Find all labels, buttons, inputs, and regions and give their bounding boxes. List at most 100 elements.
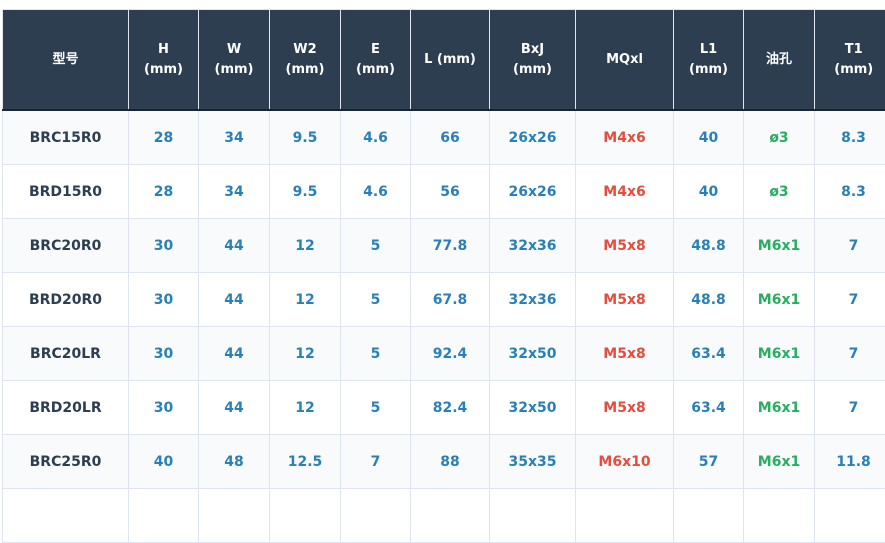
cell-bxj: 32x36 — [490, 219, 576, 273]
column-header-text: (mm) — [144, 62, 183, 77]
column-header-model: 型号 — [3, 10, 129, 111]
cell-l1: 63.4 — [674, 381, 744, 435]
column-header-text: L (mm) — [424, 52, 476, 67]
cell-w: 44 — [199, 219, 270, 273]
cell-l1: 40 — [674, 110, 744, 165]
cell-h: 28 — [129, 110, 199, 165]
cell-e: 5 — [341, 219, 411, 273]
cell-t1: 7 — [815, 327, 885, 381]
cell-e: 4.6 — [341, 165, 411, 219]
cell-e: 7 — [341, 435, 411, 489]
cell-l: 77.8 — [411, 219, 490, 273]
cell-t1: 8.3 — [815, 165, 885, 219]
cell-bxj — [490, 489, 576, 543]
cell-mqxl: M4x6 — [576, 165, 674, 219]
cell-h — [129, 489, 199, 543]
cell-bxj: 32x36 — [490, 273, 576, 327]
column-header-text: W — [227, 42, 241, 57]
cell-l1: 57 — [674, 435, 744, 489]
column-header-text: 型号 — [52, 52, 78, 67]
column-header-w: W (mm) — [199, 10, 270, 111]
cell-e: 4.6 — [341, 110, 411, 165]
cell-l — [411, 489, 490, 543]
cell-oil-hole: M6x1 — [744, 219, 815, 273]
cell-mqxl: M5x8 — [576, 381, 674, 435]
cell-l1 — [674, 489, 744, 543]
column-header-text: (mm) — [356, 62, 395, 77]
column-header-text: (mm) — [215, 62, 254, 77]
cell-bxj: 26x26 — [490, 110, 576, 165]
cell-t1: 11.8 — [815, 435, 885, 489]
cell-model — [3, 489, 129, 543]
cell-e — [341, 489, 411, 543]
cell-w2 — [270, 489, 341, 543]
cell-w: 44 — [199, 273, 270, 327]
cell-l1: 48.8 — [674, 219, 744, 273]
column-header-text: (mm) — [513, 62, 552, 77]
cell-t1: 7 — [815, 381, 885, 435]
cell-h: 30 — [129, 219, 199, 273]
cell-l: 56 — [411, 165, 490, 219]
cell-w2: 12.5 — [270, 435, 341, 489]
cell-model: BRC15R0 — [3, 110, 129, 165]
cell-t1 — [815, 489, 885, 543]
cell-w: 48 — [199, 435, 270, 489]
cell-model: BRC25R0 — [3, 435, 129, 489]
cell-w: 34 — [199, 110, 270, 165]
cell-e: 5 — [341, 327, 411, 381]
cell-oil-hole: M6x1 — [744, 435, 815, 489]
column-header-text: E — [371, 42, 380, 57]
cell-model: BRD15R0 — [3, 165, 129, 219]
cell-l1: 63.4 — [674, 327, 744, 381]
cell-model: BRC20R0 — [3, 219, 129, 273]
cell-e: 5 — [341, 273, 411, 327]
cell-bxj: 32x50 — [490, 381, 576, 435]
cell-t1: 8.3 — [815, 110, 885, 165]
cell-w2: 12 — [270, 219, 341, 273]
cell-w: 34 — [199, 165, 270, 219]
column-header-text: MQxl — [606, 52, 643, 67]
cell-w2: 12 — [270, 381, 341, 435]
cell-oil-hole: M6x1 — [744, 381, 815, 435]
column-header-text: (mm) — [689, 62, 728, 77]
cell-oil-hole: M6x1 — [744, 327, 815, 381]
table-row — [3, 489, 885, 543]
column-header-text: BxJ — [521, 42, 544, 57]
column-header-t1: T1 (mm) — [815, 10, 885, 111]
cell-h: 28 — [129, 165, 199, 219]
cell-h: 40 — [129, 435, 199, 489]
cell-mqxl: M5x8 — [576, 327, 674, 381]
cell-model: BRD20R0 — [3, 273, 129, 327]
cell-e: 5 — [341, 381, 411, 435]
column-header-text: T1 — [845, 42, 863, 57]
cell-mqxl: M5x8 — [576, 273, 674, 327]
cell-l: 88 — [411, 435, 490, 489]
column-header-h: H(mm) — [129, 10, 199, 111]
cell-bxj: 35x35 — [490, 435, 576, 489]
column-header-text: L1 — [700, 42, 717, 57]
cell-h: 30 — [129, 327, 199, 381]
cell-w: 44 — [199, 327, 270, 381]
column-header-e: E (mm) — [341, 10, 411, 111]
cell-bxj: 32x50 — [490, 327, 576, 381]
column-header-text: (mm) — [834, 62, 873, 77]
cell-t1: 7 — [815, 219, 885, 273]
cell-oil-hole — [744, 489, 815, 543]
column-header-bxj: BxJ (mm) — [490, 10, 576, 111]
cell-mqxl: M5x8 — [576, 219, 674, 273]
cell-w: 44 — [199, 381, 270, 435]
cell-h: 30 — [129, 273, 199, 327]
cell-mqxl: M6x10 — [576, 435, 674, 489]
column-header-mqxl: MQxl — [576, 10, 674, 111]
cell-w — [199, 489, 270, 543]
cell-l1: 48.8 — [674, 273, 744, 327]
cell-l: 67.8 — [411, 273, 490, 327]
cell-oil-hole: M6x1 — [744, 273, 815, 327]
